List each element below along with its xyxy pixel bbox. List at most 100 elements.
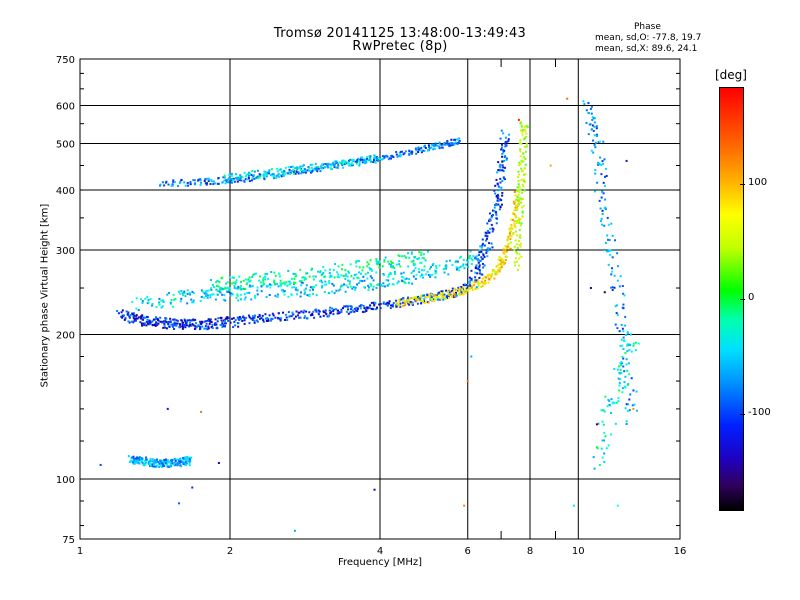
scatter-point (501, 191, 504, 194)
scatter-point (521, 210, 524, 213)
y-tick-label: 75 (62, 535, 75, 546)
scatter-point (99, 463, 102, 466)
scatter-point (248, 180, 251, 183)
scatter-point (226, 317, 229, 320)
scatter-point (423, 265, 426, 268)
scatter-point (516, 203, 519, 206)
scatter-point (448, 291, 451, 294)
scatter-point (215, 326, 218, 329)
scatter-point (182, 462, 185, 465)
scatter-point (587, 102, 590, 105)
scatter-point (178, 181, 181, 184)
scatter-point (237, 322, 240, 325)
scatter-point (417, 268, 420, 271)
scatter-point (223, 174, 226, 177)
scatter-point (179, 180, 182, 183)
scatter-point (521, 129, 524, 132)
scatter-point (435, 271, 438, 274)
scatter-point (358, 164, 361, 167)
scatter-point (420, 146, 423, 149)
colorbar-tick-label: 0 (748, 292, 755, 303)
scatter-point (228, 286, 231, 289)
scatter-point (322, 314, 325, 317)
scatter-point (521, 183, 524, 186)
scatter-point (611, 286, 614, 289)
scatter-point (122, 314, 125, 317)
scatter-point (206, 296, 209, 299)
scatter-point (293, 529, 296, 532)
scatter-point (283, 281, 286, 284)
scatter-point (398, 300, 401, 303)
scatter-point (361, 161, 364, 164)
scatter-point (623, 370, 626, 373)
scatter-point (309, 314, 312, 317)
scatter-point (412, 264, 415, 267)
scatter-point (288, 283, 291, 286)
scatter-point (514, 194, 517, 197)
scatter-point (481, 238, 484, 241)
scatter-point (305, 310, 308, 313)
scatter-point (603, 224, 606, 227)
scatter-point (448, 259, 451, 262)
scatter-point (517, 193, 520, 196)
scatter-point (158, 459, 161, 462)
scatter-point (514, 257, 517, 260)
scatter-point (332, 313, 335, 316)
scatter-point (512, 212, 515, 215)
scatter-point (523, 128, 526, 131)
scatter-point (287, 280, 290, 283)
scatter-point (346, 305, 349, 308)
scatter-point (137, 458, 140, 461)
scatter-point (361, 269, 364, 272)
scatter-point (141, 324, 144, 327)
scatter-point (623, 339, 626, 342)
scatter-point (432, 144, 435, 147)
scatter-point (228, 176, 231, 179)
scatter-point (605, 174, 608, 177)
scatter-point (328, 163, 331, 166)
colorbar-unit-label: [deg] (715, 68, 747, 82)
scatter-point (318, 280, 321, 283)
scatter-point (446, 295, 449, 298)
scatter-point (116, 309, 119, 312)
scatter-point (441, 292, 444, 295)
scatter-point (480, 246, 483, 249)
scatter-point (490, 223, 493, 226)
scatter-point (323, 290, 326, 293)
scatter-point (349, 308, 352, 311)
scatter-point (363, 279, 366, 282)
scatter-point (188, 456, 191, 459)
scatter-point (414, 263, 417, 266)
scatter-point (143, 322, 146, 325)
scatter-point (289, 314, 292, 317)
scatter-point (135, 297, 138, 300)
scatter-point (620, 338, 623, 341)
scatter-point (388, 300, 391, 303)
scatter-point (423, 301, 426, 304)
scatter-point (517, 164, 520, 167)
scatter-point (238, 176, 241, 179)
scatter-point (501, 264, 504, 267)
scatter-point (299, 165, 302, 168)
scatter-point (523, 137, 526, 140)
scatter-point (237, 317, 240, 320)
scatter-point (195, 325, 198, 328)
scatter-point (169, 320, 172, 323)
scatter-point (351, 309, 354, 312)
scatter-point (517, 240, 520, 243)
scatter-point (154, 461, 157, 464)
scatter-point (241, 319, 244, 322)
scatter-point (324, 280, 327, 283)
scatter-point (458, 141, 461, 144)
scatter-point (502, 151, 505, 154)
scatter-point (363, 310, 366, 313)
scatter-point (295, 287, 298, 290)
scatter-point (438, 264, 441, 267)
scatter-point (148, 319, 151, 322)
scatter-point (490, 216, 493, 219)
scatter-point (259, 275, 262, 278)
scatter-point (382, 157, 385, 160)
scatter-point (245, 175, 248, 178)
scatter-point (601, 160, 604, 163)
scatter-point (367, 271, 370, 274)
